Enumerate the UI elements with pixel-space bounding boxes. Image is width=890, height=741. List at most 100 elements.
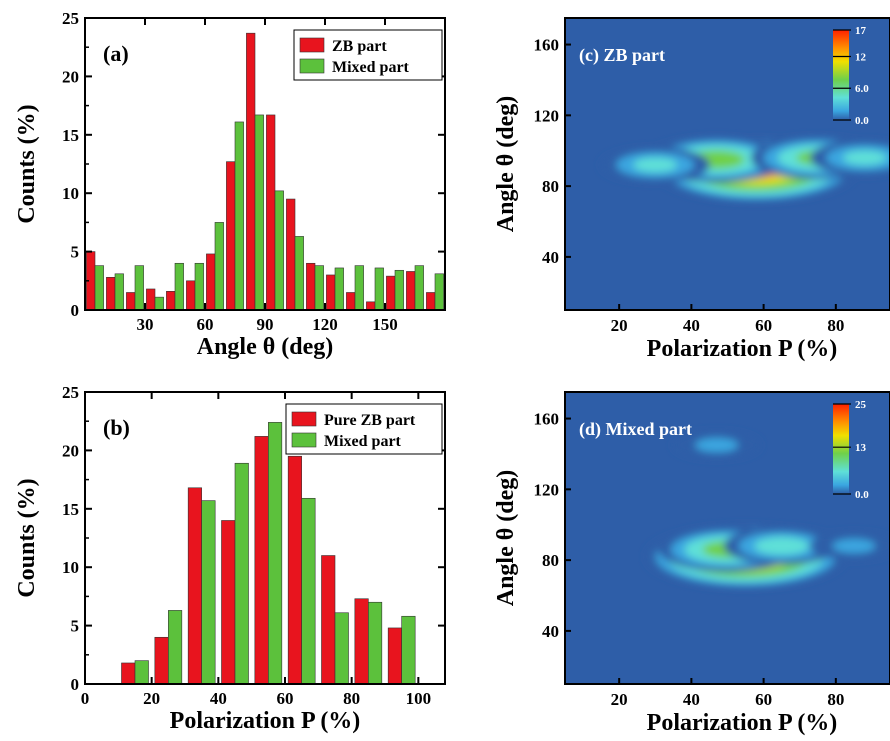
bar-b-green-3 — [234, 462, 249, 685]
ylabel-c: Angle θ (deg) — [493, 96, 519, 233]
bar-a-red-10 — [286, 198, 296, 311]
xtick-label-a-2: 90 — [257, 315, 274, 334]
bar-b-green-8 — [401, 615, 416, 685]
colorbar-c — [833, 30, 849, 120]
colorbar-d — [833, 404, 849, 494]
bar-a-red-1 — [106, 276, 116, 311]
panel-label-c: (c) ZB part — [579, 45, 665, 66]
xtick-label-b-5: 100 — [406, 689, 432, 708]
xlabel-a: Angle θ (deg) — [197, 334, 334, 360]
ytick-label-c-1: 80 — [542, 177, 559, 196]
bar-b-red-1 — [154, 636, 169, 685]
bar-a-green-14 — [374, 267, 384, 311]
xtick-label-d-0: 20 — [611, 690, 628, 709]
bar-a-green-7 — [234, 121, 244, 311]
ylabel-b: Counts (%) — [14, 478, 40, 597]
xtick-label-b-1: 20 — [143, 689, 160, 708]
map-frame-c — [564, 17, 890, 311]
xtick-label-b-3: 60 — [277, 689, 294, 708]
xtick-label-a-1: 60 — [197, 315, 214, 334]
colorbar-label-c-3: 0.0 — [855, 115, 869, 127]
legend-label-b-1: Mixed part — [324, 433, 402, 450]
map-field-d — [645, 430, 890, 589]
bar-a-green-16 — [414, 265, 424, 311]
ytick-label-c-3: 160 — [534, 36, 560, 55]
ytick-label-b-0: 0 — [71, 675, 80, 694]
legend-label-a-0: ZB part — [332, 38, 387, 55]
xtick-label-b-2: 40 — [210, 689, 227, 708]
ytick-label-b-1: 5 — [71, 617, 80, 636]
bar-a-red-13 — [346, 292, 356, 311]
bar-b-red-8 — [387, 627, 402, 685]
bar-a-red-7 — [226, 161, 236, 311]
chart-a: 0 5 10 15 20 25 30 60 90 120 150 Angle θ (deg) Count… — [14, 9, 446, 360]
xtick-label-d-3: 80 — [827, 690, 844, 709]
xtick-label-b-0: 0 — [81, 689, 90, 708]
bar-a-green-9 — [274, 190, 284, 311]
panel-label-a: (a) — [103, 41, 129, 66]
bar-b-green-7 — [368, 601, 383, 685]
bar-b-green-0 — [134, 660, 149, 685]
bar-a-red-11 — [306, 262, 316, 311]
bar-b-red-5 — [287, 455, 302, 685]
ytick-label-a-0: 0 — [71, 301, 80, 320]
bar-b-green-6 — [334, 612, 349, 685]
ytick-label-a-2: 10 — [62, 184, 79, 203]
xtick-label-c-1: 40 — [683, 316, 700, 335]
ytick-label-c-2: 120 — [534, 106, 560, 125]
legend-label-b-0: Pure ZB part — [324, 412, 416, 429]
map-blur-c — [600, 136, 890, 203]
ytick-label-a-3: 15 — [62, 126, 79, 145]
legend-swatch-a-1 — [299, 58, 325, 74]
bar-b-green-4 — [268, 422, 283, 685]
bar-b-red-6 — [321, 555, 336, 685]
panel-label-b: (b) — [103, 415, 130, 440]
bar-a-red-14 — [366, 301, 376, 311]
bar-a-red-4 — [166, 291, 176, 311]
xtick-label-c-3: 80 — [827, 316, 844, 335]
bar-b-green-5 — [301, 497, 316, 685]
bar-a-green-17 — [434, 273, 444, 311]
bar-a-red-9 — [266, 114, 276, 311]
bar-a-red-8 — [246, 32, 256, 311]
xtick-label-a-4: 150 — [372, 315, 398, 334]
map-field-c — [600, 136, 890, 203]
ylabel-d: Angle θ (deg) — [493, 470, 519, 607]
xlabel-b: Polarization P (%) — [170, 708, 361, 734]
bar-b-red-0 — [121, 662, 136, 685]
bar-a-green-6 — [214, 222, 224, 311]
bar-a-red-6 — [206, 253, 216, 311]
bar-a-red-15 — [386, 275, 396, 311]
map-peak-d-2-2 — [754, 537, 809, 555]
bar-a-green-4 — [174, 262, 184, 311]
xtick-label-c-2: 60 — [755, 316, 772, 335]
bar-a-green-3 — [154, 296, 164, 311]
xtick-label-a-0: 30 — [137, 315, 154, 334]
colorbar-label-d-1: 13 — [855, 442, 867, 454]
panel-label-d: (d) Mixed part — [579, 419, 692, 440]
xtick-label-d-2: 60 — [755, 690, 772, 709]
xtick-label-c-0: 20 — [611, 316, 628, 335]
bar-a-red-3 — [146, 288, 156, 311]
xtick-label-d-1: 40 — [683, 690, 700, 709]
bar-a-red-17 — [426, 292, 436, 311]
bar-a-green-1 — [114, 273, 124, 311]
bar-b-red-3 — [221, 520, 236, 685]
ytick-label-a-1: 5 — [71, 243, 80, 262]
bar-a-red-2 — [126, 292, 136, 311]
ytick-label-d-1: 80 — [542, 551, 559, 570]
map-peak-c-4-2 — [633, 157, 678, 172]
xlabel-c: Polarization P (%) — [647, 336, 838, 362]
chart-b: 0 5 10 15 20 25 0 20 40 60 80 100 Polarization P (%)… — [14, 383, 446, 734]
ytick-label-d-3: 160 — [534, 410, 560, 429]
bar-a-green-5 — [194, 262, 204, 311]
ytick-label-a-4: 20 — [62, 67, 79, 86]
legend-label-a-1: Mixed part — [332, 59, 410, 76]
ytick-label-b-3: 15 — [62, 500, 79, 519]
bar-a-green-12 — [334, 267, 344, 311]
bar-a-green-10 — [294, 236, 304, 311]
colorbar-label-d-0: 25 — [855, 399, 867, 411]
bar-a-red-5 — [186, 280, 196, 311]
